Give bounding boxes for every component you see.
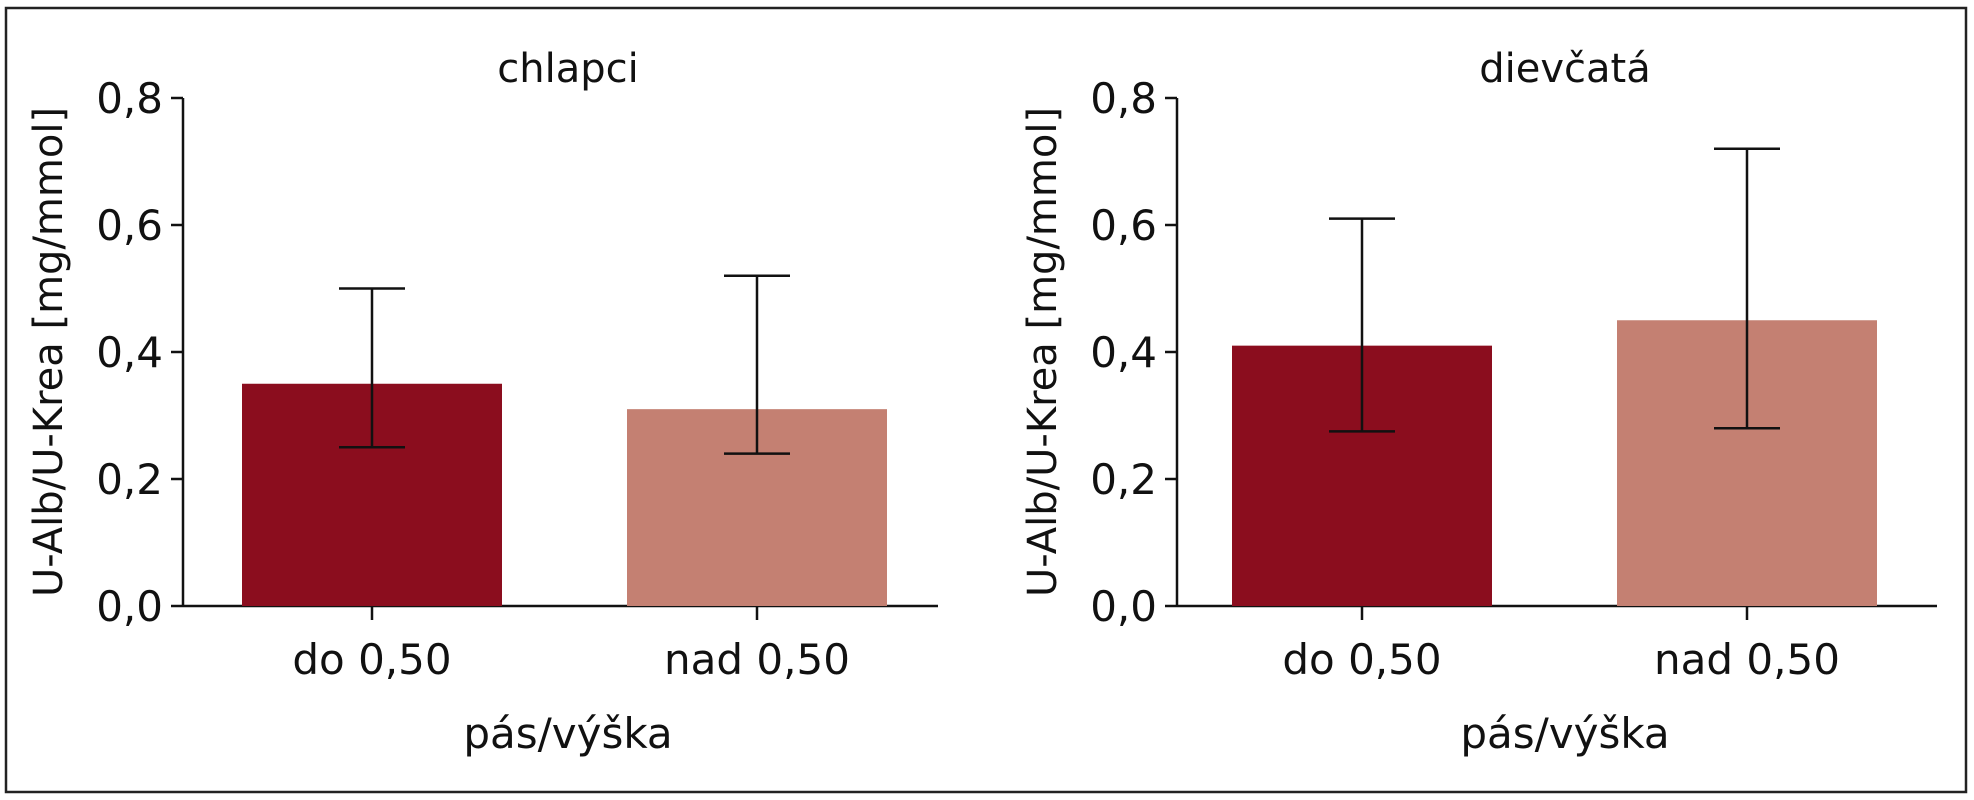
error-bars-right — [1329, 147, 1780, 433]
x-axis-label-left: pás/výška — [463, 709, 672, 758]
y-axis-left: 0,0 0,2 0,4 0,6 0,8 — [96, 74, 185, 631]
y-tick-label: 0,8 — [96, 74, 163, 123]
y-tick-label: 0,4 — [1090, 328, 1157, 377]
y-tick-label: 0,4 — [96, 328, 163, 377]
chart-panel-left: chlapci U-Alb/U-Krea [mg/mmol] pás/výška… — [26, 46, 938, 758]
x-tick-label: do 0,50 — [292, 635, 451, 684]
y-tick-label: 0,2 — [96, 455, 163, 504]
y-tick-label: 0,6 — [1090, 201, 1157, 250]
y-tick-label: 0,2 — [1090, 455, 1157, 504]
error-bars-left — [339, 274, 790, 455]
chart-panel-right: dievčatá U-Alb/U-Krea [mg/mmol] pás/výšk… — [1020, 46, 1937, 758]
chart-title-right: dievčatá — [1479, 46, 1650, 92]
x-axis-left: do 0,50 nad 0,50 — [183, 604, 938, 684]
y-tick-label: 0,0 — [1090, 582, 1157, 631]
chart-title-left: chlapci — [497, 46, 638, 92]
y-tick-label: 0,0 — [96, 582, 163, 631]
y-tick-label: 0,8 — [1090, 74, 1157, 123]
y-axis-label-left: U-Alb/U-Krea [mg/mmol] — [26, 107, 72, 597]
y-axis-right: 0,0 0,2 0,4 0,6 0,8 — [1090, 74, 1179, 631]
x-tick-label: do 0,50 — [1282, 635, 1441, 684]
y-tick-label: 0,6 — [96, 201, 163, 250]
x-tick-label: nad 0,50 — [1654, 635, 1840, 684]
y-axis-label-right: U-Alb/U-Krea [mg/mmol] — [1020, 107, 1066, 597]
x-axis-right: do 0,50 nad 0,50 — [1177, 604, 1937, 684]
x-tick-label: nad 0,50 — [664, 635, 850, 684]
x-axis-label-right: pás/výška — [1460, 709, 1669, 758]
